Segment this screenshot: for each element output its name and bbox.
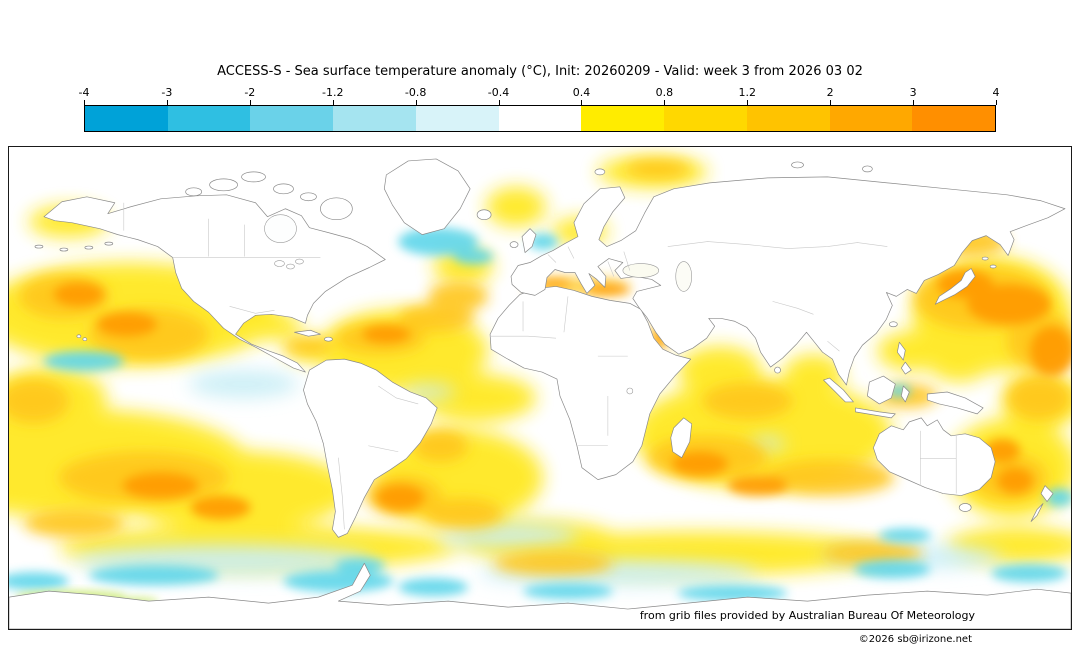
colorbar-segment [250, 106, 334, 131]
colorbar-tickmark [830, 100, 832, 105]
eurasia [510, 176, 1066, 386]
colorbar-segment [167, 106, 251, 131]
antarctica [9, 562, 1071, 629]
colorbar-segment [498, 106, 582, 131]
world-map [9, 147, 1071, 629]
australia [873, 417, 996, 496]
british-isles [521, 228, 537, 253]
colorbar-tick-label: -3 [161, 86, 173, 99]
greenland [383, 158, 471, 235]
japan [934, 268, 976, 305]
country-borders [123, 202, 957, 530]
colorbar-tick-label: -0.4 [487, 86, 510, 99]
colorbar-segment [664, 106, 747, 131]
ocean-anomaly-cyan-layer [9, 227, 1071, 602]
south-america [303, 358, 438, 538]
continents [9, 158, 1071, 629]
copyright-text: ©2026 sb@irizone.net [858, 634, 972, 645]
africa [489, 286, 692, 480]
north-america [43, 194, 386, 373]
colorbar-tickmark [84, 100, 85, 105]
colorbar: -4 -3 -2 -1.2 -0.8 -0.4 0.4 0.8 1.2 2 3 4 [79, 86, 1000, 132]
colorbar-tickmark [415, 100, 417, 105]
colorbar-tick-label: -1.2 [321, 86, 344, 99]
colorbar-tickmark [166, 100, 168, 105]
colorbar-tickmark [498, 100, 500, 105]
colorbar-segment [333, 106, 416, 131]
colorbar-segment [829, 106, 913, 131]
new-zealand [1040, 485, 1054, 502]
colorbar-tickmark [249, 100, 251, 105]
colorbar-tick-label: 2 [826, 86, 834, 99]
colorbar-tickmark [664, 100, 666, 105]
colorbar-tickmark [747, 100, 749, 105]
colorbar-ticks: -4 -3 -2 -1.2 -0.8 -0.4 0.4 0.8 1.2 2 3 4 [79, 86, 1000, 132]
madagascar [670, 417, 693, 459]
inland-seas [264, 214, 693, 395]
colorbar-tickmark [332, 100, 334, 105]
data-credit: from grib files provided by Australian B… [639, 609, 975, 622]
colorbar-tick-label: 3 [909, 86, 917, 99]
colorbar-tick-label: 0.4 [572, 86, 591, 99]
colorbar-segment [415, 106, 499, 131]
figure-title: ACCESS-S - Sea surface temperature anoma… [217, 64, 863, 79]
colorbar-segment [912, 106, 996, 131]
colorbar-tick-label: -4 [78, 86, 90, 99]
colorbar-tick-label: 0.8 [655, 86, 674, 99]
colorbar-tick-label: 4 [992, 86, 1000, 99]
colorbar-tickmark [581, 100, 583, 105]
colorbar-segment [746, 106, 830, 131]
colorbar-segment [85, 106, 168, 131]
colorbar-tick-label: -2 [244, 86, 256, 99]
map-frame: from grib files provided by Australian B… [8, 146, 1072, 630]
colorbar-tickmark [996, 100, 997, 105]
colorbar-segment [581, 106, 665, 131]
colorbar-tick-label: 1.2 [738, 86, 757, 99]
colorbar-tick-label: -0.8 [404, 86, 427, 99]
colorbar-segments [84, 105, 996, 132]
ocean-anomaly-orange-layer [53, 270, 1071, 520]
colorbar-tickmark [913, 100, 915, 105]
